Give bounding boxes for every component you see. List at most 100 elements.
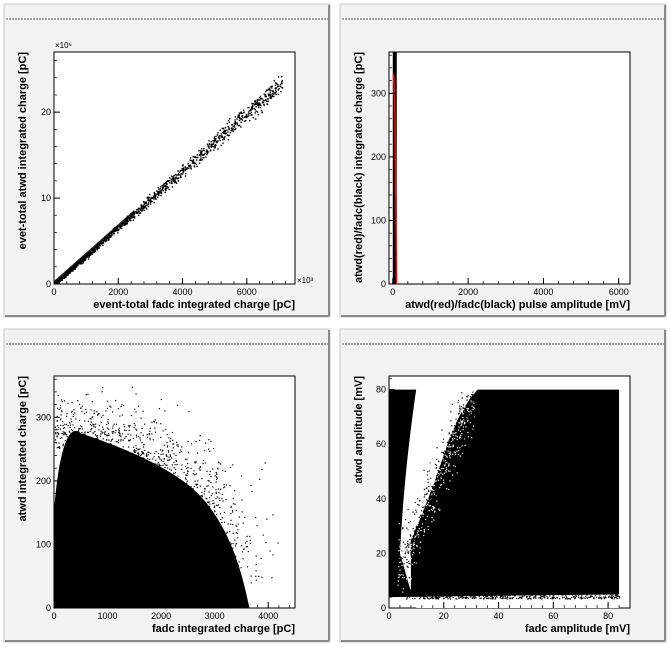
data-point	[101, 431, 103, 433]
data-point	[442, 484, 444, 486]
data-point	[409, 534, 411, 536]
data-point	[463, 438, 465, 441]
data-point	[234, 122, 237, 124]
data-point	[230, 506, 232, 508]
data-point	[83, 445, 85, 448]
data-point	[398, 561, 400, 563]
data-point	[120, 406, 122, 408]
data-point	[133, 451, 135, 453]
data-point	[123, 423, 125, 426]
data-point	[235, 525, 237, 527]
data-point	[436, 597, 438, 599]
data-point	[441, 595, 443, 597]
data-point	[139, 212, 142, 214]
data-point	[215, 491, 217, 493]
data-point	[153, 452, 156, 455]
data-point	[460, 421, 462, 423]
data-point	[609, 595, 611, 597]
data-point	[220, 571, 222, 573]
data-point	[438, 495, 441, 497]
data-point	[263, 93, 265, 95]
data-point	[427, 498, 429, 500]
data-point	[415, 527, 417, 529]
data-point	[221, 522, 223, 524]
data-point	[274, 84, 277, 86]
data-point	[71, 440, 74, 442]
data-point	[233, 124, 235, 127]
data-point	[559, 598, 561, 600]
data-point	[138, 212, 141, 214]
data-point	[215, 471, 217, 474]
data-point	[459, 416, 461, 418]
data-point	[406, 549, 408, 551]
data-point	[547, 597, 549, 599]
data-point	[214, 511, 216, 513]
data-point	[457, 429, 460, 431]
data-point	[166, 464, 168, 466]
data-point	[79, 448, 81, 451]
data-point	[167, 180, 169, 183]
data-point	[445, 594, 447, 596]
data-point	[102, 387, 104, 389]
data-point	[263, 104, 265, 107]
data-point	[95, 438, 97, 440]
data-point	[417, 593, 420, 596]
data-point	[74, 265, 76, 268]
data-point	[165, 486, 167, 488]
data-point	[539, 597, 541, 599]
data-point	[213, 507, 216, 509]
data-point	[422, 526, 424, 528]
data-point	[276, 83, 278, 85]
data-point	[471, 593, 474, 595]
data-point	[150, 452, 152, 454]
data-point	[208, 518, 210, 520]
x-tick-label: 6000	[609, 287, 629, 297]
data-point	[215, 530, 217, 533]
data-point	[129, 463, 131, 465]
data-point	[201, 566, 203, 568]
data-point	[478, 596, 480, 598]
data-point	[455, 448, 457, 450]
data-point	[405, 551, 407, 553]
data-point	[150, 465, 152, 467]
data-point	[586, 597, 588, 599]
data-point	[210, 550, 212, 553]
data-point	[493, 593, 495, 595]
data-point	[425, 596, 428, 598]
data-point	[207, 552, 209, 554]
data-point	[468, 391, 470, 393]
data-point	[471, 394, 474, 396]
data-point	[141, 208, 143, 211]
data-point	[433, 498, 435, 500]
data-point	[145, 453, 148, 455]
data-point	[227, 119, 230, 122]
data-point	[242, 558, 244, 560]
data-point	[125, 221, 127, 224]
data-point	[202, 570, 205, 572]
data-point	[200, 159, 202, 161]
data-point	[115, 399, 117, 402]
data-point	[204, 563, 206, 565]
data-point	[260, 97, 263, 100]
data-point	[63, 275, 65, 277]
data-point	[504, 594, 506, 597]
data-point	[158, 456, 160, 458]
data-point	[66, 436, 68, 438]
data-point	[139, 437, 141, 439]
data-point	[69, 442, 71, 444]
data-point	[274, 87, 276, 90]
data-point	[115, 229, 118, 232]
data-point	[433, 593, 435, 595]
data-point	[429, 597, 432, 600]
data-point	[163, 491, 165, 493]
data-point	[491, 594, 493, 596]
data-point	[466, 397, 468, 399]
chart-panel-2: 0 2000 4000 60000100200300atwd(red)/fadc(bl…	[339, 3, 667, 318]
data-point	[87, 443, 89, 445]
data-point	[232, 547, 234, 549]
data-point	[593, 597, 595, 599]
data-point	[165, 482, 167, 484]
data-point	[526, 596, 528, 598]
data-point	[170, 178, 172, 180]
data-point	[410, 542, 412, 544]
